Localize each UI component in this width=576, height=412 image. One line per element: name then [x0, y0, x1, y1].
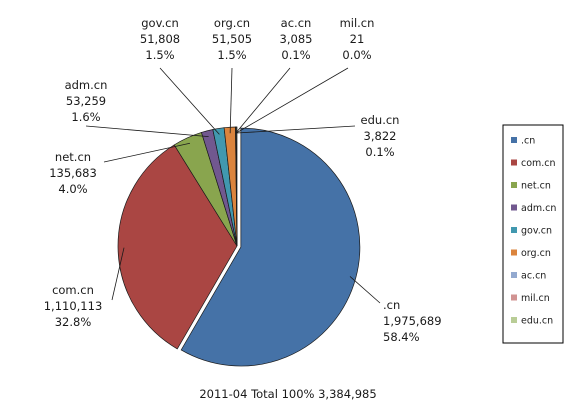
data-label-com-cn: com.cn 1,110,113 32.8% [44, 283, 103, 329]
leader-line-ac-cn [235, 67, 291, 134]
legend-swatch-net-cn [511, 182, 517, 188]
legend-label-mil-cn: mil.cn [521, 293, 550, 304]
leader-line-edu-cn [236, 125, 356, 134]
data-label-gov-cn: gov.cn 51,808 1.5% [140, 16, 180, 62]
legend-label-gov-cn: gov.cn [521, 226, 552, 237]
legend-swatch-edu-cn [511, 317, 517, 323]
leader-line-cn [349, 276, 381, 304]
slice-edu-cn [235, 126, 238, 247]
leader-line-mil-cn [235, 67, 349, 134]
legend-swatch-org-cn [511, 249, 517, 256]
legend-swatch-gov-cn [511, 227, 517, 233]
leader-line-org-cn [229, 67, 233, 134]
data-label-org-cn: org.cn 51,505 1.5% [212, 16, 252, 62]
legend-label-cn: .cn [521, 136, 535, 147]
leader-line-net-cn [103, 142, 191, 163]
leader-line-adm-cn [85, 125, 209, 138]
data-label-net-cn: net.cn 135,683 4.0% [49, 150, 97, 196]
legend-label-edu-cn: edu.cn [521, 316, 553, 327]
data-labels: .cn 1,975,689 58.4% com.cn 1,110,113 32.8% net… [44, 16, 442, 344]
legend-swatch-adm-cn [511, 204, 517, 211]
legend-label-ac-cn: ac.cn [521, 271, 546, 282]
slice-cn [180, 127, 361, 367]
legend-label-adm-cn: adm.cn [521, 203, 556, 214]
data-label-mil-cn: mil.cn 21 0.0% [340, 16, 375, 62]
legend-swatch-cn [511, 137, 517, 143]
data-label-ac-cn: ac.cn 3,085 0.1% [280, 16, 313, 62]
leader-lines [85, 67, 381, 304]
data-label-edu-cn: edu.cn 3,822 0.1% [361, 113, 400, 159]
data-label-adm-cn: adm.cn 53,259 1.6% [65, 78, 108, 124]
leader-line-gov-cn [159, 67, 220, 135]
pie-slices [117, 126, 361, 367]
leader-line-com-cn [111, 247, 125, 301]
slice-com-cn [117, 144, 238, 350]
legend-swatch-com-cn [511, 159, 517, 166]
legend-label-org-cn: org.cn [521, 248, 551, 259]
legend: .cn com.cn net.cn adm.cn gov.cn org.cn ac.cn mi… [511, 136, 556, 327]
data-label-cn: .cn 1,975,689 58.4% [383, 298, 442, 344]
legend-swatch-mil-cn [511, 294, 517, 301]
chart-caption: 2011-04 Total 100% 3,384,985 [199, 387, 376, 401]
legend-label-net-cn: net.cn [521, 181, 551, 192]
legend-label-com-cn: com.cn [521, 158, 556, 169]
legend-swatch-ac-cn [511, 272, 517, 278]
